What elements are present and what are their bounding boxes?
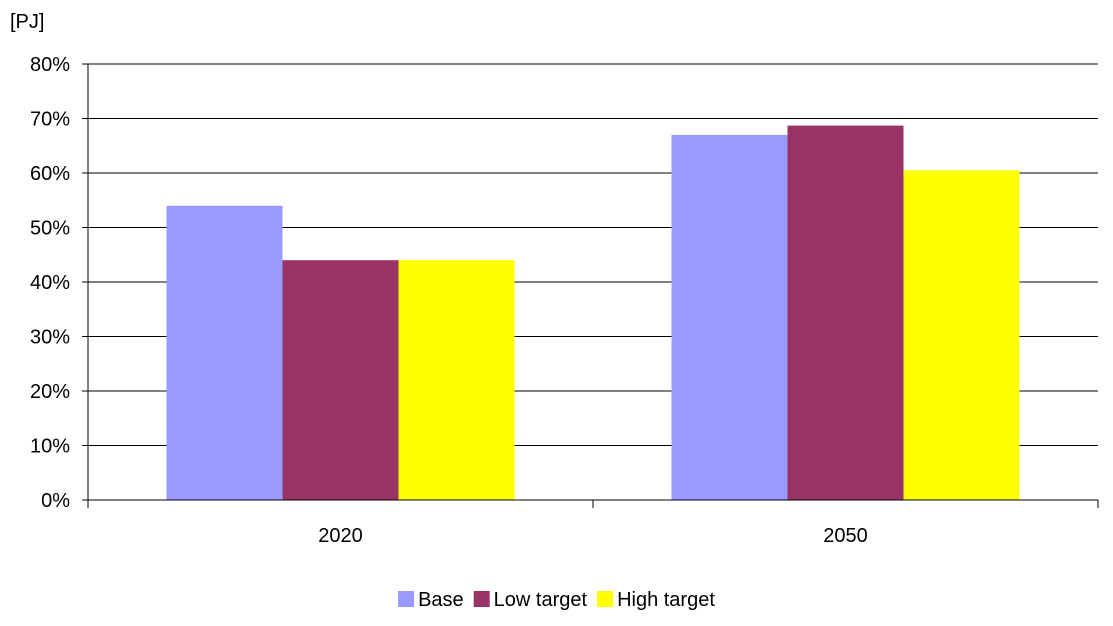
bar — [166, 205, 283, 500]
legend: Base Low target High target — [398, 589, 715, 611]
y-tick-label: 80% — [30, 54, 70, 76]
bar — [282, 260, 399, 500]
y-tick-label: 0% — [41, 490, 70, 512]
y-tick-label: 40% — [30, 272, 70, 294]
bar — [903, 170, 1020, 500]
legend-swatch — [398, 591, 415, 607]
y-tick-label: 10% — [30, 436, 70, 458]
y-tick-label: 60% — [30, 163, 70, 185]
bar — [787, 125, 904, 501]
legend-label: High target — [617, 589, 715, 611]
legend-label: Low target — [494, 589, 588, 611]
x-tick-label: 2020 — [318, 525, 363, 547]
y-tick-label: 20% — [30, 381, 70, 403]
y-tick-label: 30% — [30, 327, 70, 349]
legend-label: Base — [418, 589, 464, 611]
bars — [166, 125, 1020, 501]
bar — [398, 260, 515, 500]
legend-swatch — [597, 591, 614, 607]
y-tick-label: 70% — [30, 109, 70, 131]
x-tick-label: 2050 — [823, 525, 868, 547]
y-axis-unit-label: [PJ] — [10, 11, 44, 33]
legend-swatch — [473, 591, 490, 607]
bar — [671, 134, 788, 500]
y-tick-label: 50% — [30, 218, 70, 240]
axes: 0% 10% 20% 30% 40% 50% 60% 70% 80% 2020 2050 — [30, 54, 1099, 547]
